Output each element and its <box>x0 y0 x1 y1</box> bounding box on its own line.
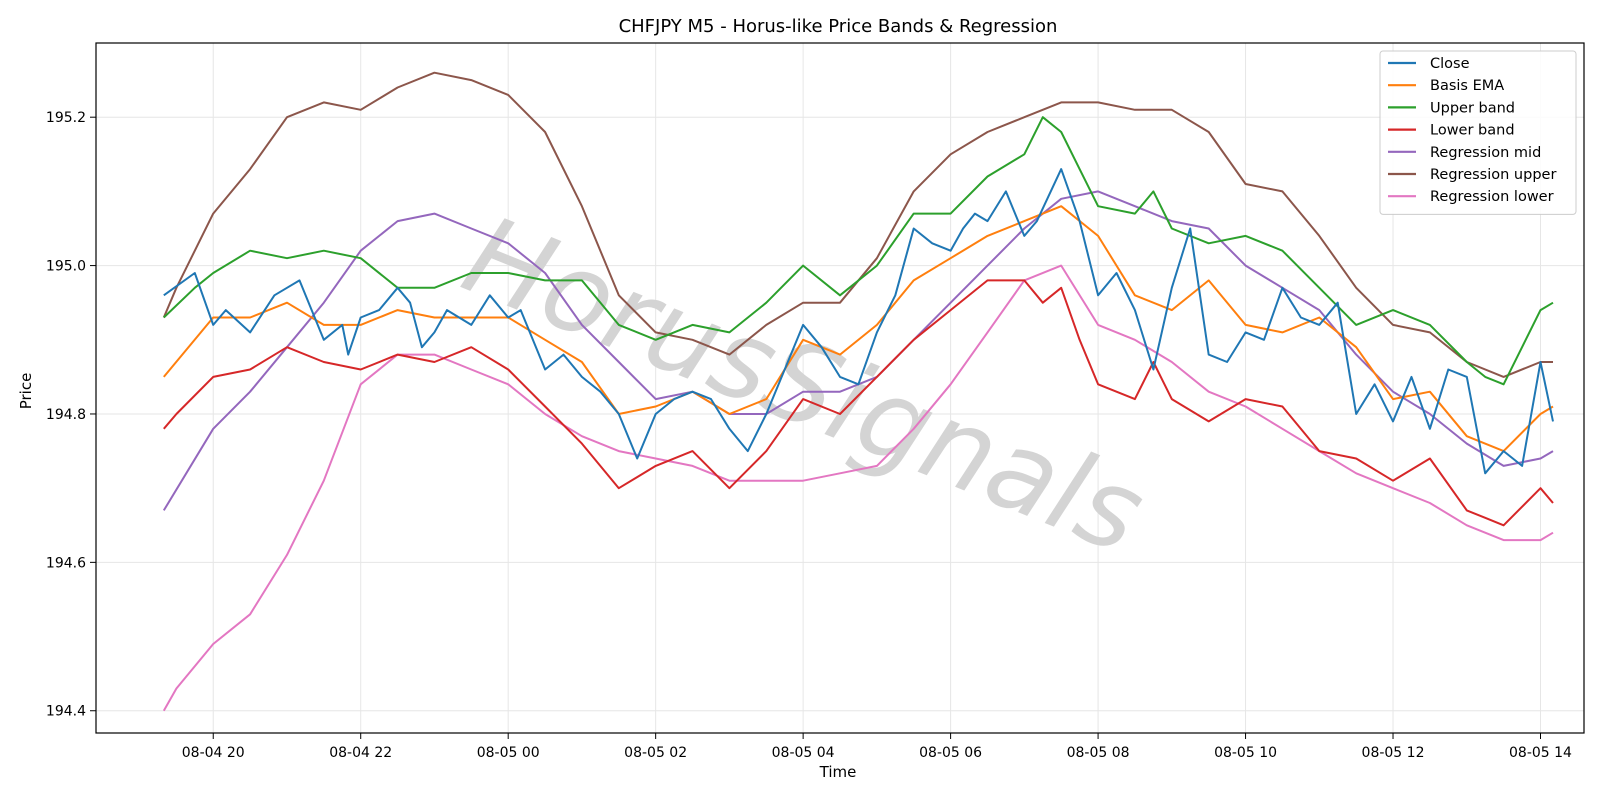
series-line-upper-band <box>163 116 1554 386</box>
series-line-lower-band <box>163 279 1554 527</box>
legend-label-regression-lower: Regression lower <box>1430 189 1554 205</box>
series-lines <box>162 71 1554 712</box>
x-tick-label: 08-05 08 <box>1067 745 1130 761</box>
legend-label-regression-mid: Regression mid <box>1430 145 1541 161</box>
x-tick-label: 08-05 00 <box>477 745 540 761</box>
x-tick-label: 08-04 20 <box>182 745 245 761</box>
legend-label-close: Close <box>1430 56 1470 72</box>
y-axis-ticks: 194.4 194.6 194.8 195.0 195.2 <box>46 110 96 720</box>
legend-label-lower-band: Lower band <box>1430 123 1515 139</box>
legend-box <box>1379 50 1577 215</box>
x-tick-label: 08-05 06 <box>919 745 982 761</box>
y-tick-label: 195.2 <box>46 110 86 126</box>
y-tick-label: 194.6 <box>46 555 86 571</box>
y-tick-label: 195.0 <box>46 259 86 275</box>
x-tick-label: 08-05 14 <box>1509 745 1572 761</box>
series-line-close <box>163 168 1554 475</box>
legend: Close Basis EMA Upper band Lower band Regres… <box>1379 50 1577 215</box>
x-tick-label: 08-05 02 <box>624 745 687 761</box>
x-tick-label: 08-04 22 <box>329 745 392 761</box>
x-axis-label: Time <box>819 763 857 781</box>
legend-label-upper-band: Upper band <box>1430 100 1515 116</box>
legend-label-regression-upper: Regression upper <box>1430 167 1556 183</box>
plot-frame <box>95 42 1585 734</box>
chart-title: CHFJPY M5 - Horus-like Price Bands & Reg… <box>619 16 1058 37</box>
x-tick-label: 08-05 04 <box>772 745 835 761</box>
y-tick-label: 194.8 <box>46 407 86 423</box>
x-tick-label: 08-05 12 <box>1362 745 1425 761</box>
legend-label-basis-ema: Basis EMA <box>1430 78 1504 94</box>
x-tick-label: 08-05 10 <box>1214 745 1277 761</box>
y-axis-label: Price <box>17 373 35 410</box>
y-tick-label: 194.4 <box>46 704 86 720</box>
series-line-regression-lower <box>162 264 1554 712</box>
x-axis-ticks: 08-04 20 08-04 22 08-05 00 08-05 02 08-05 04… <box>182 733 1572 761</box>
